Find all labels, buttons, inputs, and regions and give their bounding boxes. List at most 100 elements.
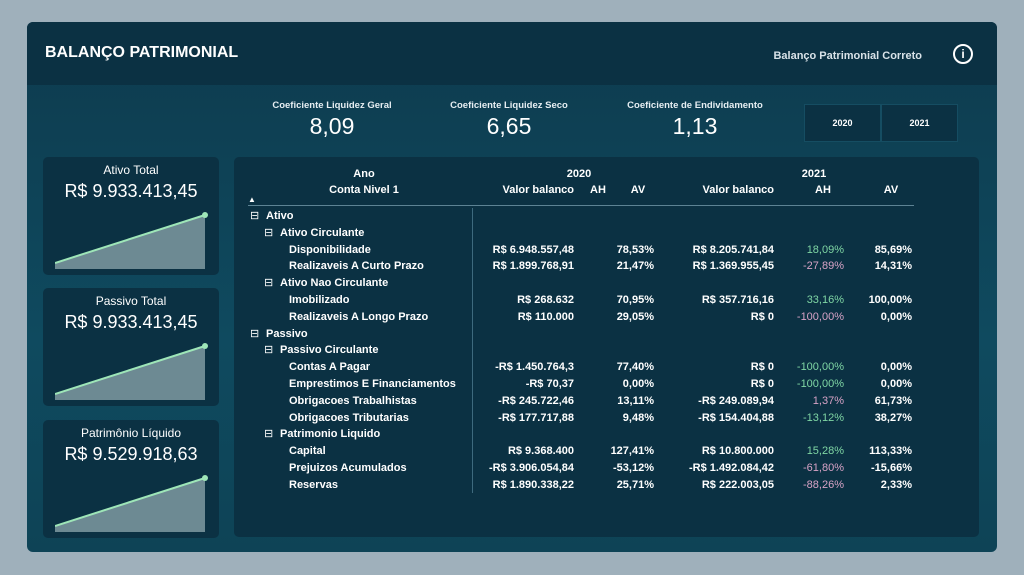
header-ah-2021[interactable]: AH <box>815 184 831 196</box>
row-label: Prejuizos Acumulados <box>289 462 407 474</box>
sparkline <box>55 343 208 400</box>
header-valor-2020[interactable]: Valor balanco <box>502 184 574 196</box>
collapse-icon[interactable]: ⊟ <box>264 226 274 239</box>
row-label: Ativo Nao Circulante <box>280 277 389 290</box>
valor-2021: R$ 8.205.741,84 <box>692 243 774 256</box>
table-row[interactable]: Emprestimos E Financiamentos -R$ 70,37 0,0… <box>234 376 979 393</box>
ah-2021: -88,26% <box>803 478 844 491</box>
av-2021: 100,00% <box>868 294 912 306</box>
table-row[interactable]: Capital R$ 9.368.400 127,41% R$ 10.800.000 1… <box>234 443 979 460</box>
table-row[interactable]: Realizaveis A Curto Prazo R$ 1.899.768,91… <box>234 258 979 275</box>
valor-2020: -R$ 3.906.054,84 <box>488 462 574 474</box>
row-label: Imobilizado <box>289 294 350 306</box>
row-label: Capital <box>289 445 326 458</box>
ah-2021: -61,80% <box>803 462 844 474</box>
table-row[interactable]: ⊟ Passivo Circulante <box>234 342 979 359</box>
year-slicer: 2020 2021 <box>804 104 958 142</box>
valor-2021: R$ 0 <box>750 361 774 374</box>
kpi-label: Coeficiente de Endividamento <box>627 100 763 111</box>
valor-2021: R$ 10.800.000 <box>701 445 774 458</box>
kpi-liquidez-geral: Coeficiente Liquidez Geral 8,09 <box>247 100 417 140</box>
ah-2021: -13,12% <box>803 411 844 424</box>
valor-2021: -R$ 249.089,94 <box>698 394 774 407</box>
card-value: R$ 9.529.918,63 <box>64 444 198 464</box>
table-row[interactable]: ⊟ Ativo <box>234 208 979 225</box>
card-passivo-total: Passivo Total R$ 9.933.413,45 <box>43 288 219 406</box>
table-row[interactable]: ⊟ Patrimonio Liquido <box>234 426 979 443</box>
table-row[interactable]: Obrigacoes Trabalhistas -R$ 245.722,46 13,… <box>234 393 979 410</box>
valor-2020: R$ 1.890.338,22 <box>492 478 574 491</box>
header-divider <box>248 205 914 206</box>
table-row[interactable]: ⊟ Passivo <box>234 326 979 343</box>
card-value: R$ 9.933.413,45 <box>64 181 198 201</box>
page-title: BALANÇO PATRIMONIAL <box>45 44 239 61</box>
ah-2021: 1,37% <box>812 394 844 407</box>
av-2021: 2,33% <box>880 478 912 491</box>
table-row[interactable]: Contas A Pagar -R$ 1.450.764,3 77,40% R$ 0 -… <box>234 359 979 376</box>
collapse-icon[interactable]: ⊟ <box>250 210 260 222</box>
collapse-icon[interactable]: ⊟ <box>264 344 274 357</box>
card-label: Passivo Total <box>95 294 167 308</box>
av-2021: 113,33% <box>869 445 912 458</box>
year-button-2021[interactable]: 2021 <box>881 104 958 142</box>
card-ativo-total: Ativo Total R$ 9.933.413,45 <box>43 157 219 275</box>
ah-2021: 18,09% <box>806 243 844 256</box>
header-av-2021[interactable]: AV <box>883 184 899 196</box>
row-label: Emprestimos E Financiamentos <box>289 378 456 390</box>
av-2020: 9,48% <box>622 411 654 424</box>
av-2021: -15,66% <box>871 462 912 474</box>
info-icon[interactable]: i <box>953 44 973 64</box>
valor-2020: -R$ 245.722,46 <box>498 394 574 407</box>
collapse-icon[interactable]: ⊟ <box>264 277 274 290</box>
header-av-2020[interactable]: AV <box>630 184 646 196</box>
ah-2021: 15,28% <box>806 445 844 458</box>
ah-2021: -100,00% <box>796 361 844 374</box>
dashboard-panel: BALANÇO PATRIMONIAL Balanço Patrimonial … <box>27 22 997 552</box>
av-2020: 127,41% <box>610 445 654 458</box>
table-row[interactable]: Imobilizado R$ 268.632 70,95% R$ 357.716,16… <box>234 292 979 309</box>
valor-2021: -R$ 1.492.084,42 <box>688 462 774 474</box>
header-ano: Ano <box>353 168 375 180</box>
av-2021: 0,00% <box>880 361 912 374</box>
table-row[interactable]: Reservas R$ 1.890.338,22 25,71% R$ 222.003,… <box>234 477 979 494</box>
header-valor-2021[interactable]: Valor balanco <box>702 184 774 196</box>
table-row[interactable]: Prejuizos Acumulados -R$ 3.906.054,84 -53,… <box>234 460 979 477</box>
row-label: Patrimonio Liquido <box>280 428 381 441</box>
header-conta[interactable]: Conta Nivel 1 <box>329 184 399 196</box>
year-button-2020[interactable]: 2020 <box>804 104 881 142</box>
av-2020: 13,11% <box>617 394 654 407</box>
table-row[interactable]: Disponibilidade R$ 6.948.557,48 78,53% R$ 8… <box>234 242 979 259</box>
valor-2020: R$ 1.899.768,91 <box>492 260 574 273</box>
av-2021: 61,73% <box>874 394 912 407</box>
kpi-value: 8,09 <box>309 113 355 139</box>
header-year-2020: 2020 <box>566 168 592 180</box>
av-2020: 21,47% <box>616 260 654 273</box>
header-ah-2020[interactable]: AH <box>590 184 606 196</box>
av-2021: 14,31% <box>874 260 912 273</box>
av-2020: 70,95% <box>616 294 654 306</box>
row-label: Passivo Circulante <box>280 344 379 357</box>
valor-2021: R$ 0 <box>750 310 774 323</box>
valor-2021: R$ 222.003,05 <box>701 478 774 491</box>
kpi-value: 6,65 <box>486 113 532 139</box>
row-label: Contas A Pagar <box>289 361 371 374</box>
av-2021: 85,69% <box>874 243 912 256</box>
row-label: Ativo <box>266 210 294 222</box>
valor-2020: -R$ 1.450.764,3 <box>495 361 574 374</box>
ah-2021: -27,89% <box>803 260 844 273</box>
card-patrimonio-liquido: Patrimônio Líquido R$ 9.529.918,63 <box>43 420 219 538</box>
table-row[interactable]: ⊟ Ativo Circulante <box>234 225 979 242</box>
av-2020: 25,71% <box>616 478 654 491</box>
ah-2021: -100,00% <box>796 378 844 390</box>
collapse-icon[interactable]: ⊟ <box>264 428 274 441</box>
table-row[interactable]: Realizaveis A Longo Prazo R$ 110.000 29,05… <box>234 309 979 326</box>
card-label: Ativo Total <box>103 163 159 177</box>
table-row[interactable]: ⊟ Ativo Nao Circulante <box>234 275 979 292</box>
kpi-liquidez-seco: Coeficiente Liquidez Seco 6,65 <box>424 100 594 140</box>
valor-2020: R$ 9.368.400 <box>507 445 574 458</box>
valor-2021: R$ 0 <box>750 378 774 390</box>
collapse-icon[interactable]: ⊟ <box>250 327 260 340</box>
row-label: Obrigacoes Tributarias <box>289 411 409 424</box>
sort-ascending-icon[interactable]: ▲ <box>248 195 256 204</box>
table-row[interactable]: Obrigacoes Tributarias -R$ 177.717,88 9,48… <box>234 410 979 427</box>
